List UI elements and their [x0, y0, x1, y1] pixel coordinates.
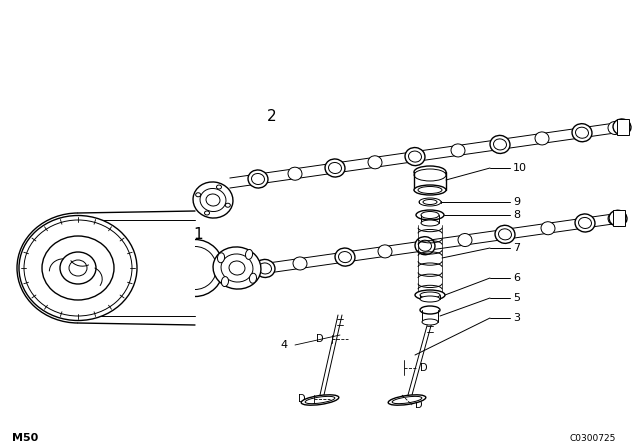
- Ellipse shape: [613, 119, 631, 135]
- Ellipse shape: [414, 185, 446, 195]
- Text: D: D: [415, 400, 422, 410]
- Text: 2: 2: [267, 108, 277, 124]
- Ellipse shape: [339, 252, 351, 263]
- Ellipse shape: [196, 193, 201, 197]
- Ellipse shape: [579, 217, 591, 228]
- Text: 9: 9: [513, 197, 520, 207]
- Text: 6: 6: [513, 273, 520, 283]
- Ellipse shape: [575, 214, 595, 232]
- Ellipse shape: [193, 182, 233, 218]
- Ellipse shape: [416, 210, 444, 220]
- Ellipse shape: [248, 170, 268, 188]
- Ellipse shape: [19, 215, 137, 320]
- Ellipse shape: [495, 225, 515, 243]
- Text: 8: 8: [513, 210, 520, 220]
- Text: 3: 3: [513, 313, 520, 323]
- Ellipse shape: [325, 159, 345, 177]
- Ellipse shape: [259, 263, 271, 274]
- Ellipse shape: [420, 292, 440, 298]
- Ellipse shape: [388, 395, 426, 405]
- Ellipse shape: [205, 211, 209, 215]
- Ellipse shape: [42, 236, 114, 300]
- Text: M50: M50: [12, 433, 38, 443]
- Text: 7: 7: [513, 243, 520, 253]
- Bar: [617, 119, 629, 135]
- Ellipse shape: [609, 210, 627, 226]
- Text: D: D: [420, 363, 428, 373]
- Bar: [613, 210, 625, 226]
- Ellipse shape: [221, 276, 228, 287]
- Ellipse shape: [422, 319, 438, 325]
- Ellipse shape: [229, 261, 245, 275]
- Ellipse shape: [415, 290, 445, 300]
- Ellipse shape: [255, 259, 275, 277]
- Ellipse shape: [451, 144, 465, 157]
- Ellipse shape: [493, 139, 506, 150]
- Ellipse shape: [250, 273, 257, 283]
- Ellipse shape: [608, 212, 622, 225]
- Text: 1: 1: [193, 227, 203, 241]
- Ellipse shape: [499, 229, 511, 240]
- Ellipse shape: [218, 253, 225, 263]
- Ellipse shape: [423, 199, 437, 204]
- Ellipse shape: [206, 194, 220, 206]
- Ellipse shape: [419, 240, 431, 251]
- Ellipse shape: [458, 233, 472, 246]
- Ellipse shape: [335, 248, 355, 266]
- Ellipse shape: [420, 296, 440, 302]
- Ellipse shape: [225, 203, 230, 207]
- Text: C0300725: C0300725: [570, 434, 616, 443]
- Text: 4: 4: [281, 340, 288, 350]
- Ellipse shape: [60, 252, 96, 284]
- Ellipse shape: [415, 237, 435, 255]
- Ellipse shape: [301, 395, 339, 405]
- Ellipse shape: [305, 396, 335, 404]
- Ellipse shape: [490, 135, 510, 154]
- Ellipse shape: [575, 127, 589, 138]
- Text: 5: 5: [513, 293, 520, 303]
- Text: D: D: [298, 394, 306, 404]
- Ellipse shape: [414, 169, 446, 181]
- Ellipse shape: [421, 211, 439, 219]
- Ellipse shape: [419, 198, 441, 206]
- Text: 10: 10: [513, 163, 527, 173]
- Ellipse shape: [200, 189, 226, 211]
- Ellipse shape: [414, 166, 446, 178]
- Ellipse shape: [252, 173, 264, 185]
- Ellipse shape: [420, 306, 440, 314]
- Ellipse shape: [368, 156, 382, 169]
- Ellipse shape: [216, 185, 221, 189]
- Ellipse shape: [421, 220, 439, 226]
- Ellipse shape: [535, 132, 549, 145]
- Ellipse shape: [293, 257, 307, 270]
- Ellipse shape: [541, 222, 555, 235]
- Ellipse shape: [288, 167, 302, 180]
- Text: D: D: [316, 334, 324, 344]
- Ellipse shape: [328, 163, 342, 173]
- Ellipse shape: [69, 260, 87, 276]
- Ellipse shape: [246, 250, 253, 259]
- Ellipse shape: [405, 147, 425, 166]
- Ellipse shape: [24, 220, 132, 316]
- Ellipse shape: [572, 124, 592, 142]
- Ellipse shape: [408, 151, 422, 162]
- Ellipse shape: [418, 186, 442, 194]
- Ellipse shape: [608, 121, 622, 134]
- Ellipse shape: [378, 245, 392, 258]
- Ellipse shape: [221, 254, 253, 282]
- Ellipse shape: [392, 396, 422, 404]
- Ellipse shape: [213, 247, 261, 289]
